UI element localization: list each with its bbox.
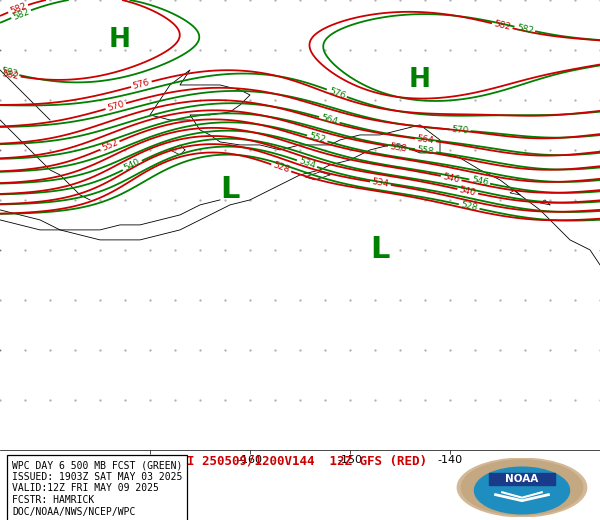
Text: 582: 582 bbox=[0, 66, 19, 79]
Text: L: L bbox=[220, 175, 239, 204]
Text: 582: 582 bbox=[8, 2, 28, 16]
Text: 552: 552 bbox=[308, 132, 327, 145]
Ellipse shape bbox=[457, 458, 587, 517]
Text: 540: 540 bbox=[458, 185, 477, 198]
Text: 546: 546 bbox=[470, 175, 489, 188]
Text: 576: 576 bbox=[327, 86, 346, 100]
Text: 558: 558 bbox=[389, 142, 408, 153]
Text: H: H bbox=[409, 67, 431, 93]
Text: 582: 582 bbox=[515, 23, 534, 35]
Text: H: H bbox=[109, 27, 131, 53]
Text: 570: 570 bbox=[106, 99, 125, 113]
Text: 534: 534 bbox=[298, 157, 317, 171]
Bar bbox=[489, 473, 555, 485]
Text: 540: 540 bbox=[122, 158, 142, 173]
Text: 582: 582 bbox=[493, 19, 512, 32]
Text: 582: 582 bbox=[1, 69, 20, 81]
Text: 528: 528 bbox=[272, 161, 291, 175]
Text: 564: 564 bbox=[416, 134, 434, 146]
Text: WPC DAY 6 500 MB FCST (GREEN)
ISSUED: 1903Z SAT MAY 03 2025
VALID:12Z FRI MAY 09: WPC DAY 6 500 MB FCST (GREEN) ISSUED: 19… bbox=[12, 460, 182, 516]
Text: 576: 576 bbox=[132, 77, 151, 91]
Text: 564: 564 bbox=[320, 113, 339, 126]
Text: 552: 552 bbox=[100, 138, 119, 153]
Text: 582: 582 bbox=[11, 7, 31, 21]
Ellipse shape bbox=[461, 460, 583, 515]
Text: 570: 570 bbox=[451, 125, 469, 135]
Text: L: L bbox=[370, 236, 389, 264]
Text: NOAA: NOAA bbox=[505, 474, 539, 484]
Text: 546: 546 bbox=[442, 172, 460, 184]
Ellipse shape bbox=[475, 467, 569, 514]
Text: 534: 534 bbox=[371, 177, 389, 189]
Text: 558: 558 bbox=[416, 145, 435, 157]
Text: FRI 250509/1200V144  12Z GFS (RED): FRI 250509/1200V144 12Z GFS (RED) bbox=[173, 455, 427, 468]
Text: 528: 528 bbox=[460, 200, 478, 213]
